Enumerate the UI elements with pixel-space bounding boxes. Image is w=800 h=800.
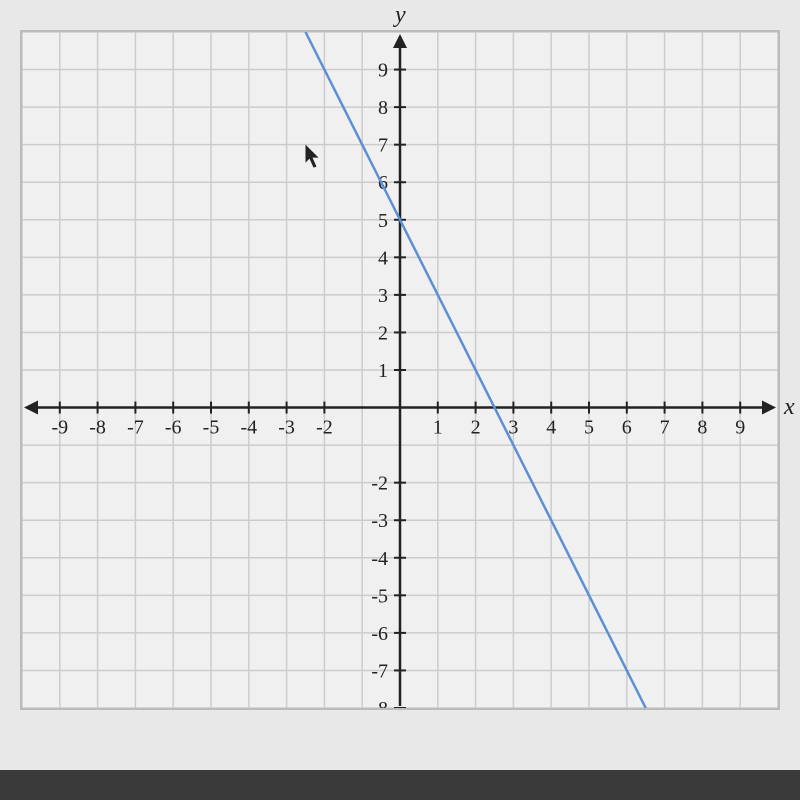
x-tick-label: 6 — [622, 417, 632, 439]
y-tick-label: 3 — [378, 285, 388, 307]
x-tick-label: 7 — [660, 417, 670, 439]
x-tick-label: -5 — [203, 417, 220, 439]
y-tick-label: -7 — [371, 660, 388, 682]
x-tick-label: -7 — [127, 417, 144, 439]
y-tick-label: -5 — [371, 585, 388, 607]
coordinate-plane: -9-8-7-6-5-4-3-2123456789123456789-2-3-4… — [22, 32, 778, 708]
y-tick-label: -4 — [371, 548, 388, 570]
x-arrow-right — [762, 401, 776, 415]
x-tick-label: -6 — [165, 417, 182, 439]
x-tick-label: -2 — [316, 417, 333, 439]
x-tick-label: 3 — [508, 417, 518, 439]
y-arrow-up — [393, 34, 407, 48]
x-tick-label: 1 — [433, 417, 443, 439]
y-tick-label: 1 — [378, 360, 388, 382]
y-tick-label: 4 — [378, 247, 388, 269]
x-tick-label: -8 — [89, 417, 106, 439]
x-axis-label: x — [784, 394, 795, 421]
x-tick-label: 4 — [546, 417, 556, 439]
x-tick-label: -9 — [51, 417, 68, 439]
x-tick-label: 9 — [735, 417, 745, 439]
y-tick-label: 2 — [378, 322, 388, 344]
y-tick-label: -8 — [371, 698, 388, 708]
y-tick-label: 8 — [378, 97, 388, 119]
y-tick-label: 5 — [378, 210, 388, 232]
y-tick-label: -6 — [371, 623, 388, 645]
x-tick-label: -3 — [278, 417, 295, 439]
y-tick-label: 7 — [378, 135, 388, 157]
x-tick-label: 8 — [697, 417, 707, 439]
x-arrow-left — [24, 401, 38, 415]
y-axis-label: y — [395, 2, 406, 29]
bottom-bar — [0, 770, 800, 800]
cursor-icon — [306, 145, 319, 168]
x-tick-label: -4 — [240, 417, 257, 439]
x-tick-label: 5 — [584, 417, 594, 439]
x-tick-label: 2 — [471, 417, 481, 439]
chart-container: -9-8-7-6-5-4-3-2123456789123456789-2-3-4… — [20, 30, 780, 710]
y-tick-label: -3 — [371, 510, 388, 532]
y-tick-label: -2 — [371, 473, 388, 495]
y-tick-label: 9 — [378, 60, 388, 82]
